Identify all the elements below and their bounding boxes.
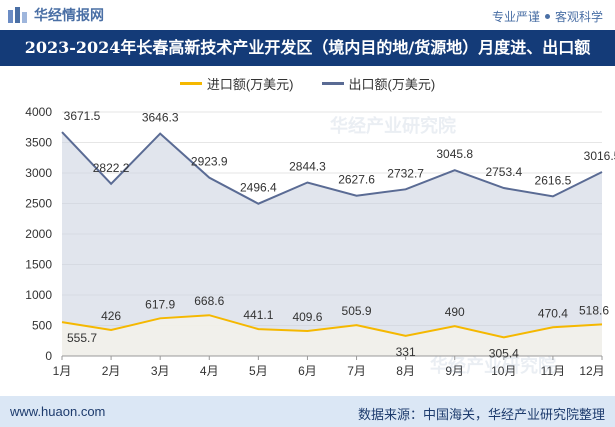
series-line-export — [61, 131, 603, 205]
y-tick-label: 3000 — [25, 166, 52, 180]
data-label-export: 2822.2 — [93, 161, 130, 175]
legend: 进口额(万美元) 出口额(万美元) — [0, 74, 615, 92]
data-label-export: 3671.5 — [64, 109, 101, 123]
data-label-import: 505.9 — [342, 304, 372, 318]
top-bar: 华经情报网 专业严谨 客观科学 — [0, 0, 615, 30]
footer: www.huaon.com 数据来源：中国海关，华经产业研究院整理 — [0, 396, 615, 427]
data-label-import: 409.6 — [292, 310, 322, 324]
data-label-import: 470.4 — [538, 306, 568, 320]
tagline-left: 专业严谨 — [491, 10, 540, 24]
y-tick-label: 1000 — [25, 288, 52, 302]
x-tick-label: 7月 — [347, 364, 366, 378]
series-area-import — [62, 315, 602, 356]
data-label-export: 2923.9 — [191, 155, 228, 169]
tagline-right: 客观科学 — [554, 10, 603, 24]
x-tick-label: 4月 — [200, 364, 219, 378]
data-label-import: 617.9 — [145, 297, 175, 311]
footer-site-link[interactable]: www.huaon.com — [10, 404, 106, 419]
x-tick-label: 8月 — [396, 364, 415, 378]
x-tick-label: 12月 — [579, 364, 604, 378]
y-tick-label: 500 — [32, 319, 52, 333]
x-tick-label: 2月 — [102, 364, 121, 378]
x-tick-label: 10月 — [491, 364, 516, 378]
data-label-export: 3016.5 — [584, 149, 615, 163]
x-tick-label: 11月 — [541, 364, 565, 378]
bullet-icon — [544, 14, 550, 19]
brand[interactable]: 华经情报网 — [8, 6, 104, 24]
legend-label-import: 进口额(万美元) — [206, 76, 294, 92]
data-label-import: 331 — [396, 345, 416, 359]
footer-source: 数据来源：中国海关，华经产业研究院整理 — [357, 407, 605, 422]
x-tick-label: 5月 — [249, 364, 268, 378]
x-tick-label: 6月 — [298, 364, 317, 378]
data-label-export: 2627.6 — [338, 173, 375, 187]
x-tick-label: 1月 — [53, 364, 72, 378]
legend-swatch-export — [321, 81, 344, 85]
y-tick-label: 2000 — [25, 227, 52, 241]
x-tick-label: 9月 — [445, 364, 464, 378]
data-label-import: 518.6 — [579, 303, 609, 317]
series-area-export — [62, 132, 602, 356]
data-label-import: 555.7 — [67, 331, 97, 345]
data-label-export: 2616.5 — [535, 173, 572, 187]
y-tick-label: 2500 — [25, 197, 52, 211]
data-label-export: 2496.4 — [240, 181, 277, 195]
data-label-export: 2732.7 — [387, 166, 424, 180]
legend-label-export: 出口额(万美元) — [348, 76, 436, 92]
data-label-export: 2844.3 — [289, 159, 326, 173]
logo-icon — [8, 7, 27, 23]
data-label-export: 2753.4 — [485, 165, 522, 179]
y-tick-label: 4000 — [25, 105, 52, 119]
y-tick-label: 0 — [45, 349, 52, 363]
title-bar: 2023-2024年长春高新技术产业开发区（境内目的地/货源地）月度进、出口额 — [0, 30, 615, 66]
data-label-export: 3646.3 — [142, 111, 179, 125]
data-label-import: 490 — [445, 305, 465, 319]
data-label-import: 441.1 — [243, 308, 273, 322]
series-line-import — [61, 314, 603, 339]
data-label-export: 3045.8 — [436, 147, 473, 161]
y-tick-label: 1500 — [25, 258, 52, 272]
data-label-import: 305.4 — [489, 346, 519, 360]
x-tick-label: 3月 — [151, 364, 170, 378]
legend-item-export[interactable]: 出口额(万美元) — [321, 74, 436, 93]
legend-swatch-import — [179, 81, 202, 85]
y-tick-label: 3500 — [25, 136, 52, 150]
legend-item-import[interactable]: 进口额(万美元) — [179, 74, 294, 93]
chart-title: 2023-2024年长春高新技术产业开发区（境内目的地/货源地）月度进、出口额 — [24, 38, 591, 57]
brand-name: 华经情报网 — [34, 7, 104, 23]
line-chart: 0 500 1000 1500 2000 2500 3000 3500 4000 3671.5 28… — [25, 105, 615, 378]
tagline: 专业严谨 客观科学 — [492, 8, 603, 25]
data-label-import: 426 — [101, 309, 121, 323]
data-label-import: 668.6 — [194, 294, 224, 308]
